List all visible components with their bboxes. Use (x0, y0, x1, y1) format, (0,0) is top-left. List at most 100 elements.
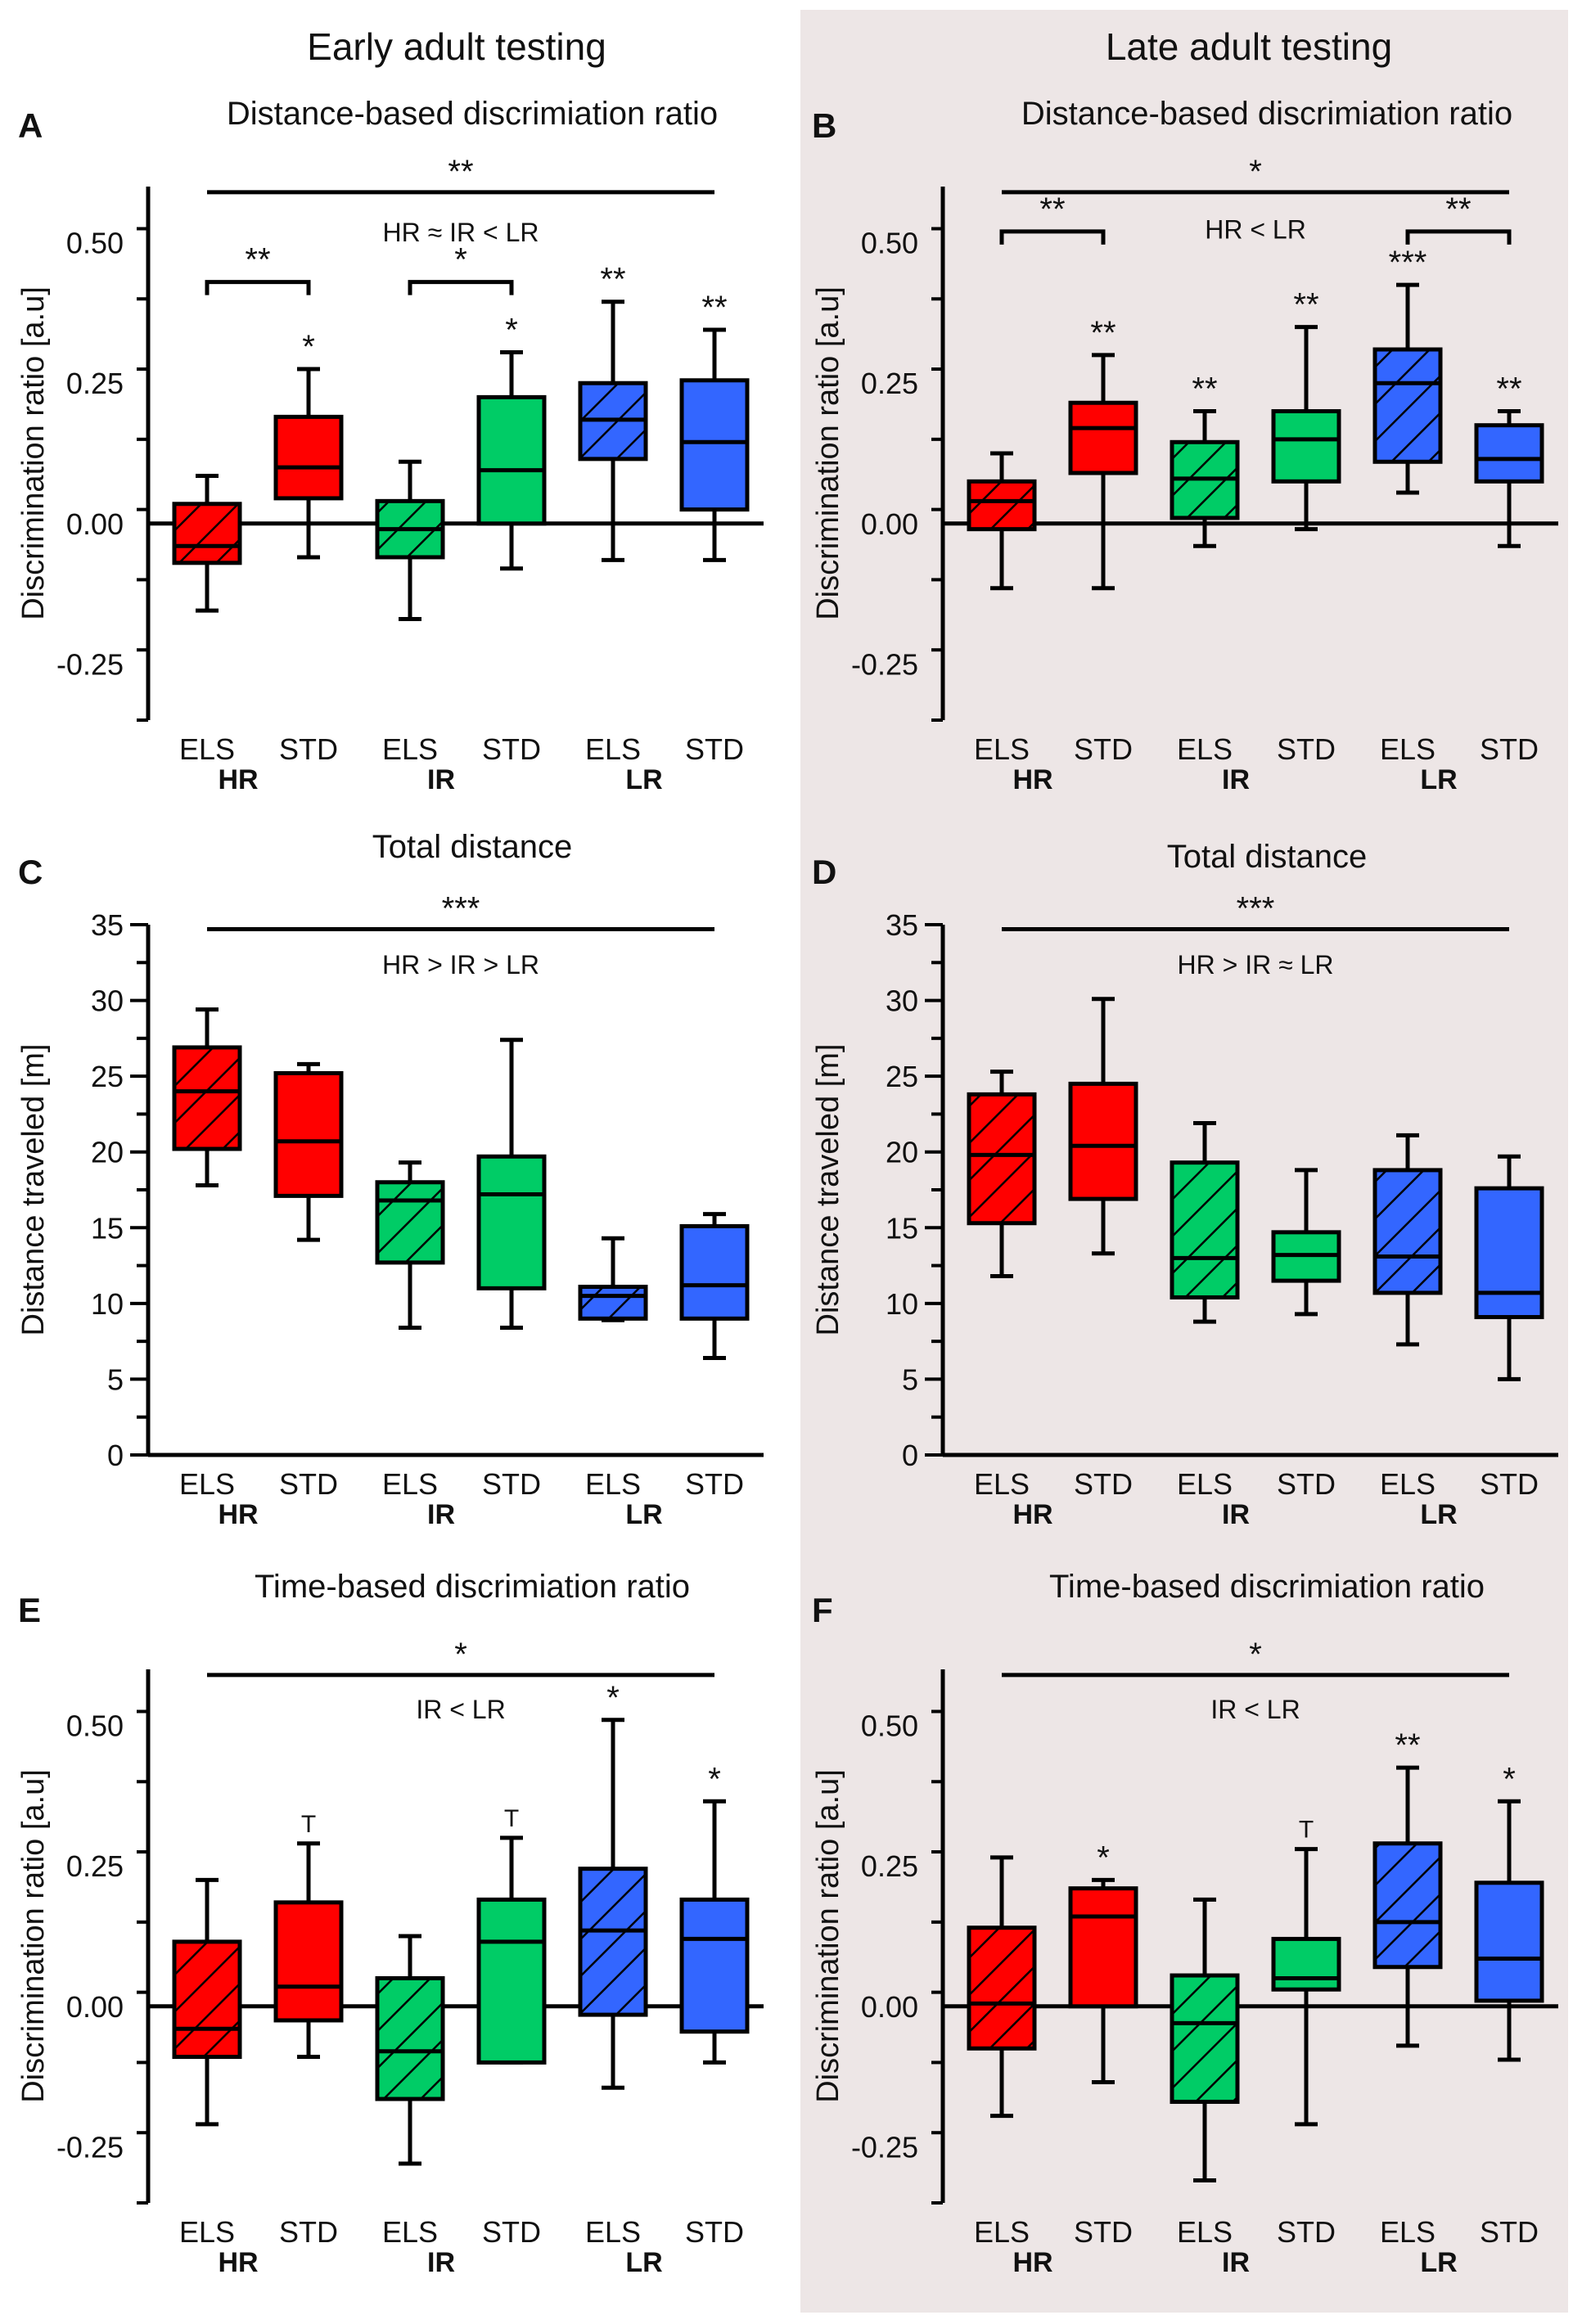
x-tick-label: STD (279, 1467, 338, 1501)
y-tick-label: 15 (886, 1211, 918, 1245)
bracket-significance: * (454, 242, 467, 278)
y-tick-label: 0.25 (66, 1849, 124, 1883)
box-HR-STD (273, 1061, 344, 1242)
box-IR-ELS (375, 1160, 445, 1330)
bracket-significance: ** (1445, 191, 1471, 227)
y-axis-label: Discrimination ratio [a.u] (16, 1769, 51, 2103)
box-LR-ELS (1372, 1133, 1443, 1347)
box-body (273, 414, 344, 501)
panel-title: Time-based discrimiation ratio (255, 1569, 690, 1605)
significance-mark: * (606, 1680, 620, 1716)
box-hatch (580, 1868, 646, 2015)
group-label: IR (427, 764, 455, 795)
box-body (476, 1154, 547, 1290)
box-body (1068, 1081, 1138, 1201)
significance-mark: ** (1395, 1727, 1420, 1763)
y-tick-label: 0.00 (861, 1990, 918, 2024)
group-label: LR (625, 1499, 662, 1530)
y-tick-label: 20 (91, 1136, 124, 1169)
group-comparison-text: IR < LR (416, 1695, 505, 1724)
box-hatch (174, 1047, 240, 1150)
group-label: HR (218, 1499, 258, 1530)
group-label: LR (1420, 2247, 1457, 2278)
y-tick-label: 0 (902, 1439, 918, 1472)
box-hatch (174, 1941, 240, 2057)
x-tick-label: ELS (585, 2215, 641, 2249)
significance-mark: * (505, 312, 518, 348)
box-IR-STD: T (476, 1805, 547, 2065)
x-tick-label: ELS (382, 1467, 438, 1501)
x-tick-label: ELS (1177, 1467, 1233, 1501)
x-tick-label: ELS (179, 1467, 235, 1501)
comparison-significance: * (454, 1637, 467, 1673)
x-tick-label: ELS (585, 732, 641, 766)
box-HR-STD: ** (1068, 315, 1138, 591)
group-label: LR (1420, 764, 1457, 795)
box-IR-STD: T (1271, 1817, 1341, 2127)
x-tick-label: STD (1277, 1467, 1336, 1501)
group-label: LR (625, 764, 662, 795)
y-axis-label: Discrimination ratio [a.u] (811, 1769, 845, 2103)
significance-mark: ** (1090, 315, 1116, 351)
box-body (679, 378, 750, 512)
group-comparison-text: HR < LR (1205, 214, 1306, 244)
box-IR-ELS (375, 459, 445, 621)
x-tick-label: ELS (974, 732, 1030, 766)
group-label: HR (218, 764, 258, 795)
y-tick-label: -0.25 (851, 2130, 918, 2164)
y-tick-label: -0.25 (851, 647, 918, 681)
y-tick-label: 30 (886, 984, 918, 1018)
comparison-significance: *** (1237, 891, 1275, 927)
box-body (1068, 1886, 1138, 2009)
box-HR-STD: * (273, 329, 344, 560)
group-label: IR (1222, 764, 1250, 795)
box-hatch (969, 1094, 1034, 1223)
box-LR-STD (1474, 1154, 1544, 1381)
box-body (273, 1900, 344, 2023)
group-label: IR (427, 1499, 455, 1530)
y-tick-label: 25 (91, 1060, 124, 1093)
significance-mark: * (302, 329, 315, 365)
panel-letter: E (18, 1591, 41, 1629)
significance-mark: ** (1293, 287, 1318, 323)
comparison-bracket (999, 229, 1106, 245)
y-axis-label: Discrimination ratio [a.u] (16, 286, 51, 620)
y-axis-label: Distance traveled [m] (16, 1044, 51, 1336)
x-tick-label: ELS (974, 2215, 1030, 2249)
box-LR-ELS: * (578, 1680, 648, 2090)
panel-title: Total distance (372, 829, 573, 865)
panel-letter: B (812, 106, 836, 145)
box-LR-STD: * (679, 1761, 750, 2065)
box-IR-STD (1271, 1168, 1341, 1317)
y-tick-label: 0.50 (66, 1709, 124, 1743)
comparison-significance: * (1249, 1637, 1262, 1673)
box-LR-ELS: ** (1372, 1727, 1443, 2048)
box-body (1271, 1936, 1341, 1992)
box-body (1271, 409, 1341, 484)
panel-letter: C (18, 853, 43, 891)
box-hatch (969, 481, 1034, 529)
group-label: LR (625, 2247, 662, 2278)
x-tick-label: ELS (382, 2215, 438, 2249)
y-tick-label: 0.50 (861, 1709, 918, 1743)
y-tick-label: 0.25 (861, 367, 918, 400)
box-hatch (1375, 1169, 1440, 1293)
y-tick-label: 0.00 (66, 1990, 124, 2024)
box-HR-ELS (172, 473, 242, 613)
group-label: LR (1420, 1499, 1457, 1530)
y-tick-label: 10 (91, 1287, 124, 1321)
panel-title: Distance-based discrimiation ratio (1021, 96, 1512, 132)
x-tick-label: STD (279, 2215, 338, 2249)
y-axis-label: Distance traveled [m] (811, 1044, 845, 1336)
x-tick-label: STD (482, 1467, 541, 1501)
box-IR-STD: * (476, 312, 547, 571)
box-body (1474, 423, 1544, 484)
x-tick-label: ELS (974, 1467, 1030, 1501)
significance-mark: * (708, 1761, 721, 1797)
significance-mark: ** (1496, 372, 1521, 408)
x-tick-label: ELS (1380, 732, 1436, 766)
box-LR-STD: * (1474, 1761, 1544, 2062)
box-body (1068, 400, 1138, 475)
comparison-significance: * (1249, 154, 1262, 190)
x-tick-label: STD (1480, 1467, 1539, 1501)
